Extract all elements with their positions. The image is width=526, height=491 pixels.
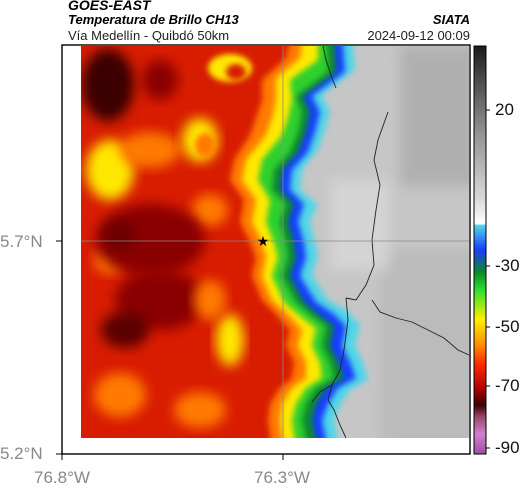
product-title: Temperatura de Brillo CH13 [68,12,239,27]
colorbar [473,45,487,455]
route-subtitle: Vía Medellín - Quibdó 50km [68,28,230,43]
timestamp-label: 2024-09-12 00:09 [367,28,470,43]
lat-label: 5.7°N [0,232,43,251]
map-frame [61,44,471,455]
agency-label: SIATA [432,12,470,27]
colorbar-label: -30 [495,256,520,275]
colorbar-label: -70 [495,376,520,395]
lat-label: 5.2°N [0,444,43,463]
colorbar-label: 20 [495,100,514,119]
colorbar-label: -50 [495,317,520,336]
satellite-title: GOES-EAST [68,0,151,13]
lon-label: 76.3°W [254,468,310,487]
lon-label: 76.8°W [34,468,90,487]
colorbar-label: -90 [495,438,520,457]
admin-boundaries [311,46,469,438]
route-point-star-icon: ★ [257,234,270,250]
brightness-temperature-field [81,46,469,438]
